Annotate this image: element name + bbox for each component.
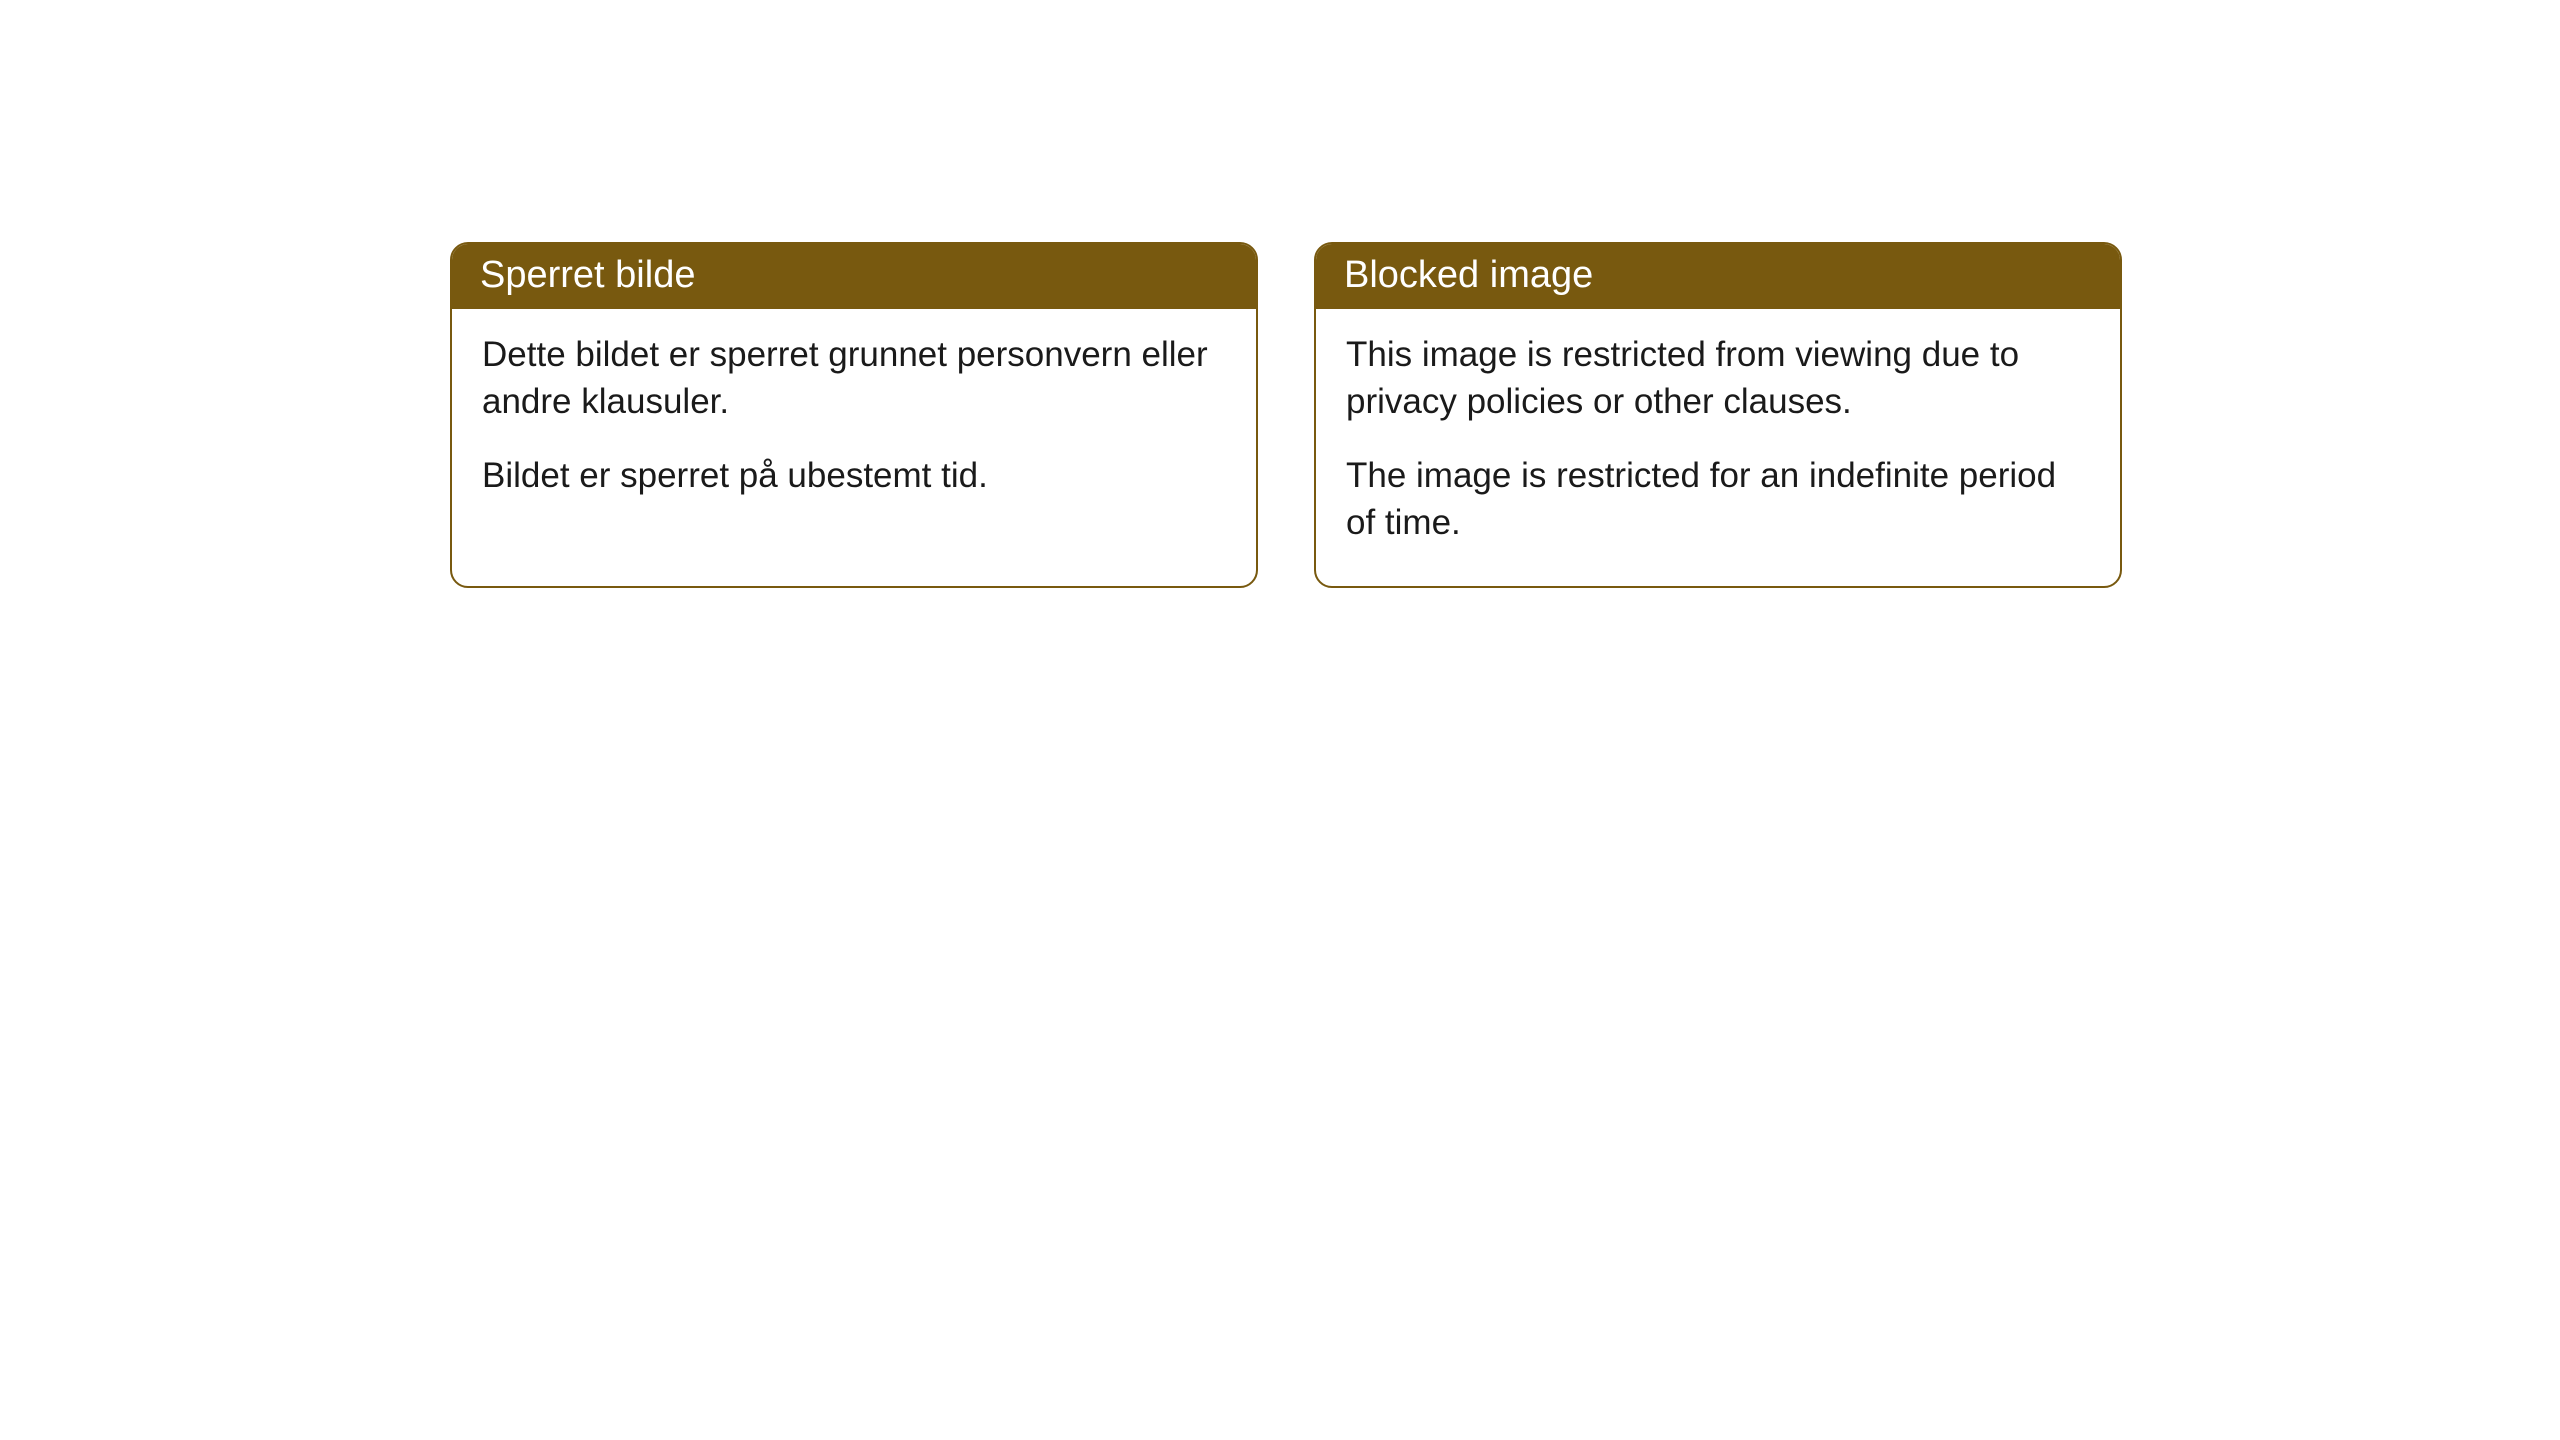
card-paragraph-1-norwegian: Dette bildet er sperret grunnet personve… [482, 331, 1226, 426]
card-body-norwegian: Dette bildet er sperret grunnet personve… [452, 309, 1256, 539]
card-title-norwegian: Sperret bilde [480, 254, 695, 296]
card-header-norwegian: Sperret bilde [452, 244, 1256, 309]
card-paragraph-2-norwegian: Bildet er sperret på ubestemt tid. [482, 452, 1226, 499]
card-title-english: Blocked image [1344, 254, 1593, 296]
card-header-english: Blocked image [1316, 244, 2120, 309]
card-norwegian: Sperret bilde Dette bildet er sperret gr… [450, 242, 1258, 588]
card-body-english: This image is restricted from viewing du… [1316, 309, 2120, 586]
card-paragraph-2-english: The image is restricted for an indefinit… [1346, 452, 2090, 547]
cards-container: Sperret bilde Dette bildet er sperret gr… [450, 242, 2122, 588]
card-english: Blocked image This image is restricted f… [1314, 242, 2122, 588]
card-paragraph-1-english: This image is restricted from viewing du… [1346, 331, 2090, 426]
